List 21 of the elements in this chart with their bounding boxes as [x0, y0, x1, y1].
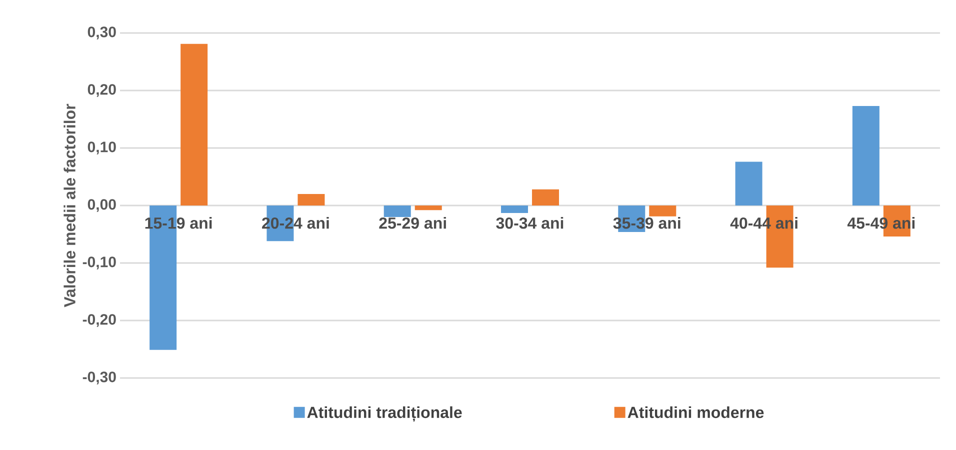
bar [180, 44, 208, 206]
y-tick-label: 0,20 [88, 84, 116, 97]
bar [852, 106, 880, 206]
legend-label: Atitudini tradiționale [307, 406, 462, 422]
bar [384, 206, 411, 217]
x-tick-label: 25-29 ani [379, 217, 446, 229]
legend-label: Atitudini moderne [628, 406, 764, 418]
bar [298, 194, 325, 206]
bar [649, 206, 676, 216]
y-tick-label: -0,20 [82, 314, 116, 327]
y-tick-label: 0,10 [88, 142, 116, 154]
y-tick-label: -0,10 [82, 256, 116, 270]
y-tick-label: 0,00 [88, 199, 116, 212]
y-tick-label: 0,30 [88, 26, 116, 40]
y-tick-label: -0,30 [82, 372, 116, 384]
bar [414, 206, 442, 210]
bar [735, 162, 762, 206]
bar [532, 189, 560, 206]
y-axis-title: Valorile medii ale factorilor [64, 104, 76, 308]
bar [501, 206, 528, 213]
x-tick-label: 30-34 ani [496, 217, 564, 229]
